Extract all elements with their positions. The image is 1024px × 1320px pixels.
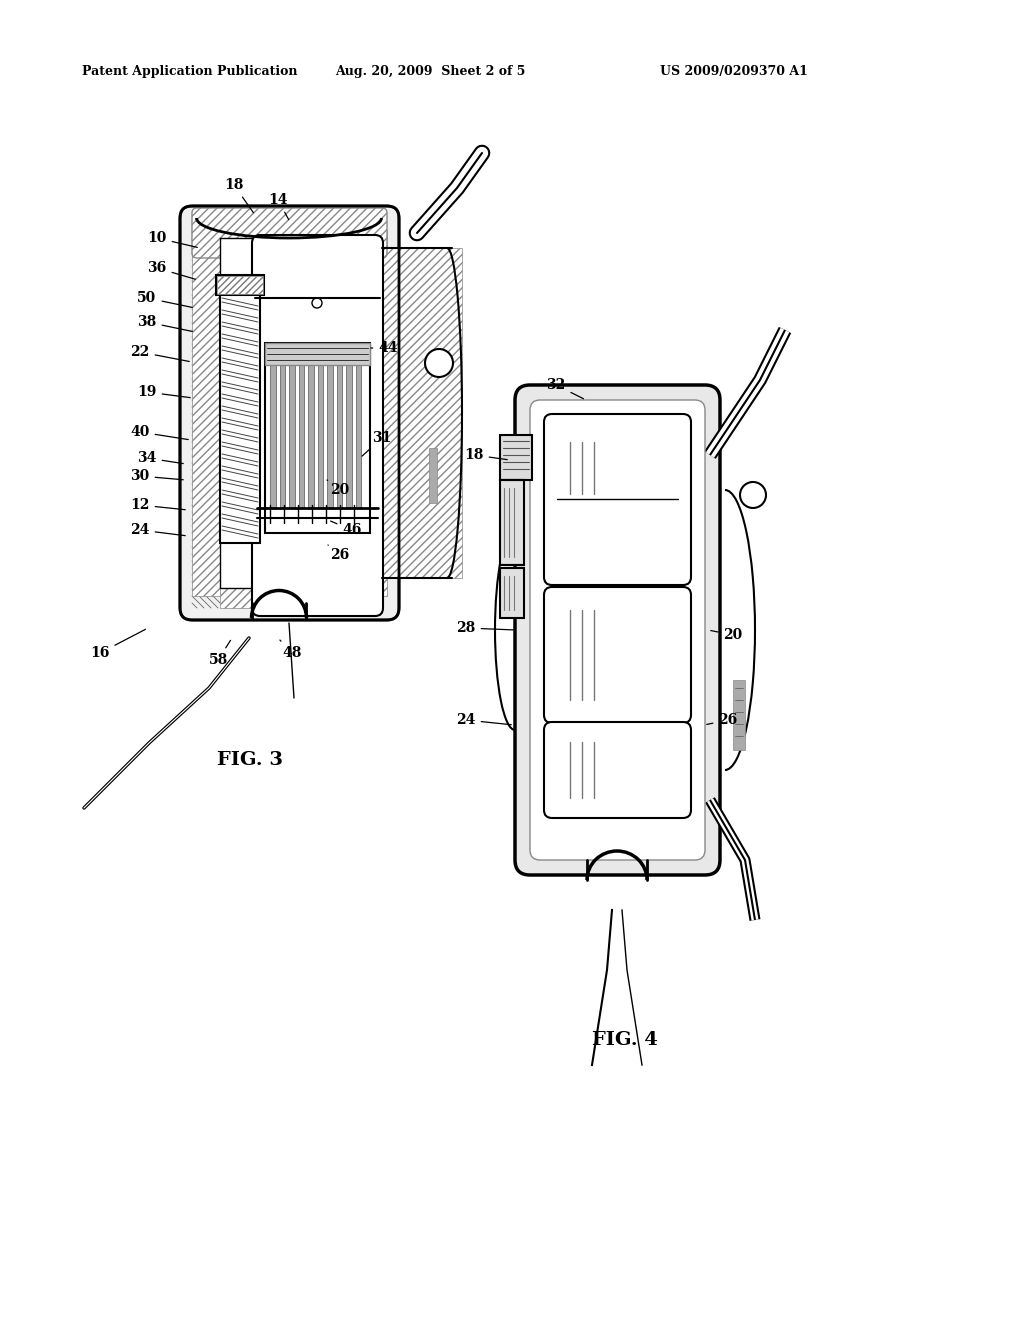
Text: 24: 24 [457, 713, 511, 727]
Text: 10: 10 [147, 231, 198, 247]
Bar [280, 348, 286, 508]
Bar [733, 680, 745, 750]
Text: 12: 12 [130, 498, 185, 512]
Bar [327, 348, 333, 508]
Bar [220, 238, 359, 587]
Bar [220, 587, 359, 609]
Text: 46: 46 [331, 521, 361, 537]
Bar [355, 348, 361, 508]
Text: 58: 58 [208, 640, 230, 667]
Bar [382, 248, 462, 578]
Text: 26: 26 [707, 713, 737, 727]
Bar [270, 348, 275, 508]
FancyBboxPatch shape [544, 722, 691, 818]
Bar [299, 348, 304, 508]
Bar [500, 436, 532, 480]
Text: 20: 20 [327, 480, 349, 498]
Bar [193, 230, 220, 597]
Text: 44: 44 [371, 341, 397, 355]
Text: 36: 36 [147, 261, 196, 280]
Text: Patent Application Publication: Patent Application Publication [82, 66, 298, 78]
Text: 38: 38 [137, 315, 193, 331]
FancyBboxPatch shape [515, 385, 720, 875]
Text: FIG. 4: FIG. 4 [592, 1031, 658, 1049]
Text: US 2009/0209370 A1: US 2009/0209370 A1 [660, 66, 808, 78]
Text: 50: 50 [137, 290, 193, 308]
FancyBboxPatch shape [544, 587, 691, 723]
Text: 31: 31 [362, 432, 392, 457]
Bar [265, 343, 370, 533]
Bar [308, 348, 313, 508]
Text: 19: 19 [137, 385, 190, 399]
Bar [317, 348, 324, 508]
Circle shape [740, 482, 766, 508]
Circle shape [312, 298, 322, 308]
Bar [500, 568, 524, 618]
FancyBboxPatch shape [180, 206, 399, 620]
Text: 26: 26 [328, 545, 349, 562]
Bar [220, 218, 359, 238]
Bar [265, 343, 370, 366]
Bar [346, 348, 351, 508]
FancyBboxPatch shape [544, 414, 691, 585]
Text: 22: 22 [130, 345, 189, 362]
Circle shape [425, 348, 453, 378]
Bar [220, 293, 260, 543]
Bar [429, 447, 437, 503]
Text: 30: 30 [130, 469, 183, 483]
Text: 16: 16 [90, 630, 145, 660]
Text: 18: 18 [464, 447, 507, 462]
Bar [217, 276, 263, 294]
FancyBboxPatch shape [530, 400, 705, 861]
Bar [359, 230, 387, 597]
Text: 20: 20 [711, 628, 742, 642]
Bar [337, 348, 342, 508]
Text: 24: 24 [130, 523, 185, 537]
Text: 14: 14 [268, 193, 289, 219]
FancyBboxPatch shape [252, 235, 383, 616]
Text: FIG. 3: FIG. 3 [217, 751, 283, 770]
Text: 40: 40 [130, 425, 188, 440]
Text: 18: 18 [224, 178, 253, 213]
Text: 28: 28 [457, 620, 513, 635]
Text: Aug. 20, 2009  Sheet 2 of 5: Aug. 20, 2009 Sheet 2 of 5 [335, 66, 525, 78]
Bar [289, 348, 295, 508]
FancyBboxPatch shape [193, 209, 387, 257]
Text: 32: 32 [547, 378, 584, 399]
Text: 34: 34 [137, 451, 183, 465]
Bar [216, 275, 264, 294]
Text: 48: 48 [280, 640, 302, 660]
Bar [500, 480, 524, 565]
